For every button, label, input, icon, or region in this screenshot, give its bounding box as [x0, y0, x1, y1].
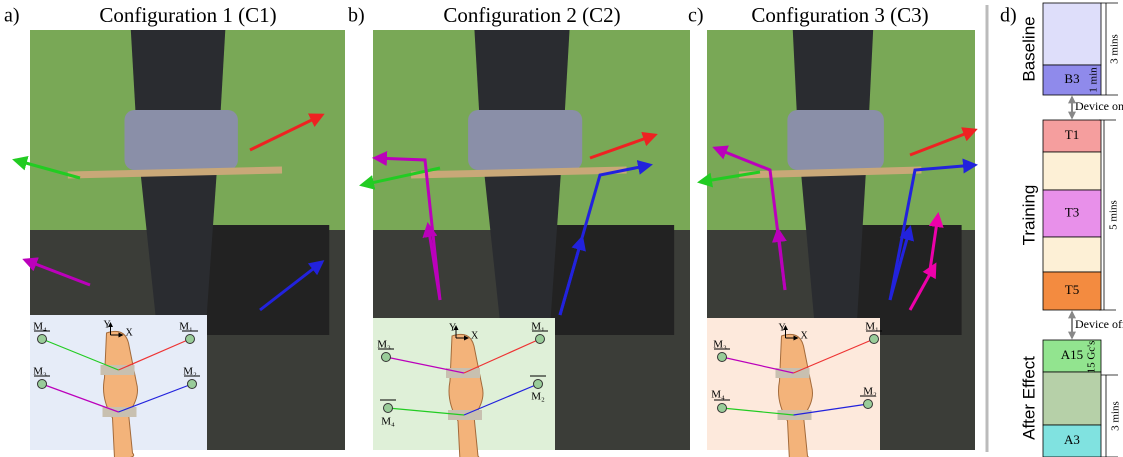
- panel-letter: a): [4, 5, 20, 27]
- panel-letter: c): [688, 5, 704, 27]
- section-label: Training: [1019, 185, 1038, 246]
- marker: [864, 400, 873, 409]
- axis-label: Y: [449, 322, 456, 333]
- marker: [870, 335, 879, 344]
- photo-brace: [125, 110, 238, 170]
- marker: [186, 335, 195, 344]
- marker: [382, 353, 391, 362]
- marker-label: M₄: [711, 389, 725, 401]
- block-label: T3: [1065, 204, 1079, 219]
- timeline: d) B3 Baseline 3 mins 1 min Device on T1 T3 T5 Tr…: [1000, 3, 1123, 457]
- axis-label: X: [126, 327, 134, 338]
- marker: [38, 335, 47, 344]
- duration: 15 Gc's: [1086, 341, 1098, 374]
- photo-brace: [468, 110, 582, 170]
- panel-title: Configuration 2 (C2): [443, 3, 620, 27]
- block: [1043, 3, 1101, 65]
- block-label: B3: [1064, 71, 1079, 86]
- axis-label: Y: [104, 319, 111, 330]
- panel-title: Configuration 1 (C1): [99, 3, 276, 27]
- duration: 3 mins: [1109, 34, 1121, 64]
- marker: [534, 380, 543, 389]
- panel-letter: b): [348, 5, 365, 27]
- block: [1043, 237, 1101, 272]
- block-label: T1: [1065, 127, 1079, 142]
- marker-label: M₂: [531, 391, 545, 403]
- axis-label: X: [471, 330, 479, 341]
- marker: [718, 353, 727, 362]
- marker: [188, 380, 197, 389]
- device-label: Device on: [1075, 99, 1123, 113]
- section-label: Baseline: [1019, 16, 1038, 81]
- duration: 1 min: [1088, 67, 1100, 93]
- panel-title: Configuration 3 (C3): [751, 3, 928, 27]
- figure: M₄M₁M₃M₂YXa)Configuration 1 (C1)M₃M₁M₂M₄…: [0, 0, 1123, 457]
- photo-bar: [739, 170, 921, 175]
- block-label: A3: [1064, 432, 1080, 447]
- marker: [718, 404, 727, 413]
- block-label: T5: [1065, 282, 1079, 297]
- block: [1043, 372, 1101, 425]
- axis-label: Y: [779, 322, 786, 333]
- marker: [38, 380, 47, 389]
- panel-letter: d): [1000, 5, 1017, 27]
- marker: [384, 404, 393, 413]
- axis-label: X: [801, 330, 809, 341]
- block-label: A15: [1061, 347, 1083, 362]
- device-label: Device off: [1075, 317, 1123, 331]
- duration: 3 mins: [1110, 401, 1122, 431]
- photo-bar: [68, 170, 282, 175]
- photo-bar: [411, 170, 627, 175]
- photo-brace: [787, 110, 883, 170]
- marker-label: M₄: [381, 416, 395, 428]
- marker: [536, 335, 545, 344]
- panel: M₃M₁M₂M₄YXb)Configuration 2 (C2): [348, 3, 690, 457]
- duration: 5 mins: [1108, 200, 1120, 230]
- page: { "panels": [ {"letter": "a)", "title": …: [0, 0, 1123, 457]
- block: [1043, 152, 1101, 190]
- section-label: After Effect: [1019, 356, 1038, 440]
